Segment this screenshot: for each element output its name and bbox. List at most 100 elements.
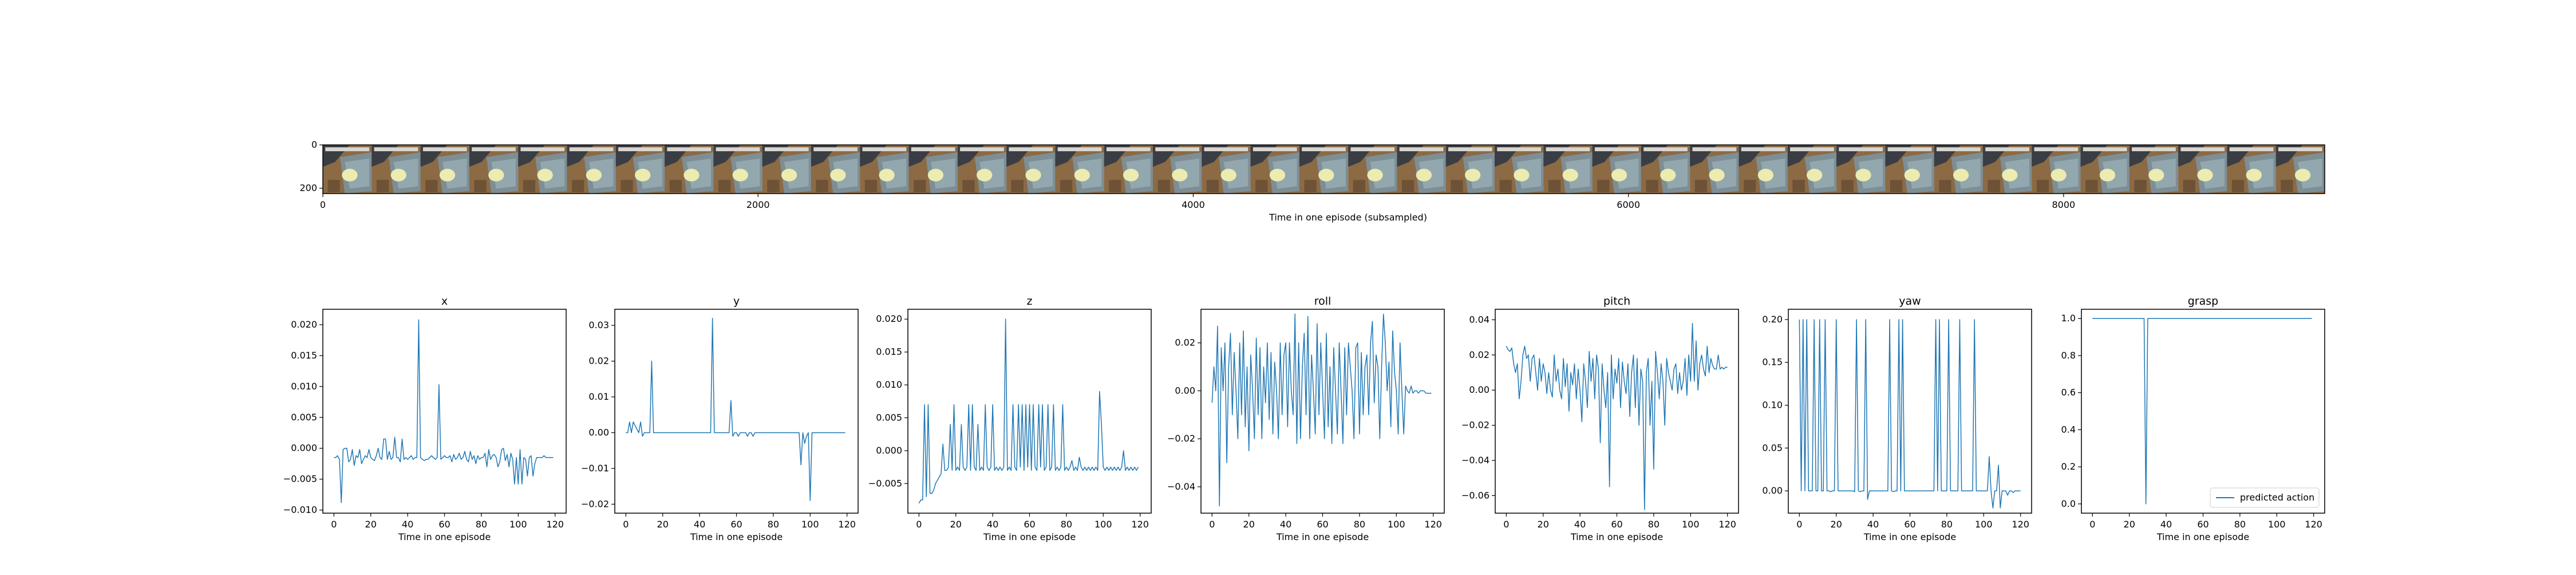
frame-object — [1514, 168, 1530, 182]
frame-object — [2050, 168, 2067, 182]
frame-wall — [911, 147, 955, 152]
plot-xlabel: Time in one episode — [1863, 531, 1956, 542]
plot-xlabel: Time in one episode — [1276, 531, 1369, 542]
frame-shadow — [523, 180, 536, 192]
frame-object — [342, 168, 358, 182]
frame-object — [879, 168, 895, 182]
axes-frame — [2081, 309, 2325, 514]
frame-object — [1074, 168, 1090, 182]
frame-object — [1855, 168, 1871, 182]
frame-wall — [1155, 147, 1200, 152]
frame-shadow — [1206, 180, 1219, 192]
xtick-label: 0 — [1209, 519, 1215, 530]
xtick-label: 20 — [365, 519, 377, 530]
ytick-label: 0.00 — [588, 427, 609, 438]
frame-object — [1318, 168, 1334, 182]
frame-object — [1611, 168, 1627, 182]
video-frame — [2129, 145, 2179, 194]
frame-wall — [520, 147, 565, 152]
ytick-label: −0.010 — [283, 505, 317, 515]
ytick-label: 0.02 — [1469, 349, 1490, 360]
xtick-label: 20 — [657, 519, 669, 530]
legend-label: predicted action — [2240, 492, 2314, 503]
video-frame — [420, 145, 469, 194]
xtick-label: 100 — [509, 519, 527, 530]
video-frame — [665, 145, 714, 194]
series-line-x — [334, 319, 554, 503]
frame-shadow — [1060, 180, 1073, 192]
series-line-roll — [1211, 313, 1432, 507]
xtick-label: 100 — [2268, 519, 2286, 530]
video-frame — [1690, 145, 1739, 194]
frame-object — [1172, 168, 1188, 182]
frame-shadow — [1646, 180, 1658, 192]
xtick-label: 60 — [730, 519, 742, 530]
frame-shadow — [1988, 180, 2000, 192]
frame-strip-xtick-label: 4000 — [1182, 199, 1205, 210]
legend-box — [2210, 487, 2320, 508]
video-frame — [2080, 145, 2129, 194]
frame-wall — [667, 147, 712, 152]
frame-shadow — [571, 180, 584, 192]
video-frame — [372, 145, 421, 194]
plot-xlabel: Time in one episode — [398, 531, 491, 542]
xtick-label: 100 — [801, 519, 819, 530]
frame-object — [439, 168, 456, 182]
frame-shadow — [1597, 180, 1610, 192]
frame-wall — [1936, 147, 1981, 152]
frame-object — [1025, 168, 1041, 182]
ytick-label: 1.0 — [2061, 313, 2076, 324]
ytick-label: −0.04 — [1461, 455, 1490, 466]
ytick-label: 0.00 — [1762, 485, 1783, 496]
video-frame — [811, 145, 860, 194]
plot-panel-z: 0 20 40 60 80 100 120 −0.005 0.000 0.005 0.010 0.01… — [868, 295, 1152, 542]
plot-xlabel: Time in one episode — [2156, 531, 2249, 542]
xtick-label: 40 — [694, 519, 705, 530]
action-plots: 0 20 40 60 80 100 120−0.010−0.0050.0000.0050.0… — [283, 295, 2325, 542]
xtick-label: 40 — [402, 519, 413, 530]
ytick-label: 0.15 — [1762, 357, 1783, 368]
xtick-label: 120 — [1131, 519, 1149, 530]
xtick-label: 0 — [331, 519, 337, 530]
xtick-label: 20 — [1831, 519, 1842, 530]
frame-object — [586, 168, 602, 182]
frame-object — [1562, 168, 1578, 182]
xtick-label: 40 — [1574, 519, 1586, 530]
frame-object — [1123, 168, 1139, 182]
ytick-label: 0.2 — [2061, 461, 2076, 472]
video-frame — [518, 145, 567, 194]
ytick-label: 0.005 — [291, 412, 317, 423]
xtick-label: 100 — [1095, 519, 1112, 530]
xtick-label: 20 — [950, 519, 962, 530]
frame-strip-ytick-label: 200 — [299, 183, 317, 194]
video-frame — [1445, 145, 1495, 194]
xtick-label: 40 — [2160, 519, 2172, 530]
frame-object — [2099, 168, 2116, 182]
legend: predicted action — [2210, 487, 2320, 508]
plot-panel-pitch: 0 20 40 60 80 100 120 −0.06 −0.04 −0.02 0.00 0.02 0.… — [1461, 295, 1739, 542]
xtick-label: 40 — [987, 519, 998, 530]
video-frame — [1348, 145, 1397, 194]
frame-wall — [1643, 147, 1688, 152]
xtick-label: 60 — [1611, 519, 1622, 530]
ytick-label: 0.015 — [291, 350, 317, 361]
frame-wall — [1887, 147, 1932, 152]
video-frame — [615, 145, 665, 194]
ytick-label: −0.02 — [1167, 433, 1195, 444]
frame-wall — [1204, 147, 1249, 152]
frame-object — [1757, 168, 1774, 182]
video-frame — [1299, 145, 1349, 194]
xtick-label: 120 — [2012, 519, 2029, 530]
frame-shadow — [767, 180, 780, 192]
ytick-label: 0.8 — [2061, 350, 2076, 361]
series-line-z — [918, 318, 1139, 504]
ytick-label: 0.00 — [1175, 385, 1195, 396]
frame-wall — [569, 147, 614, 152]
frame-shadow — [2231, 180, 2245, 192]
ytick-label: 0.000 — [876, 445, 902, 456]
plot-panel-yaw: 0 20 40 60 80 100 120 0.00 0.05 0.10 0.15 0.20 yaw Ti… — [1762, 295, 2032, 542]
frame-wall — [472, 147, 516, 152]
frame-object — [1416, 168, 1432, 182]
